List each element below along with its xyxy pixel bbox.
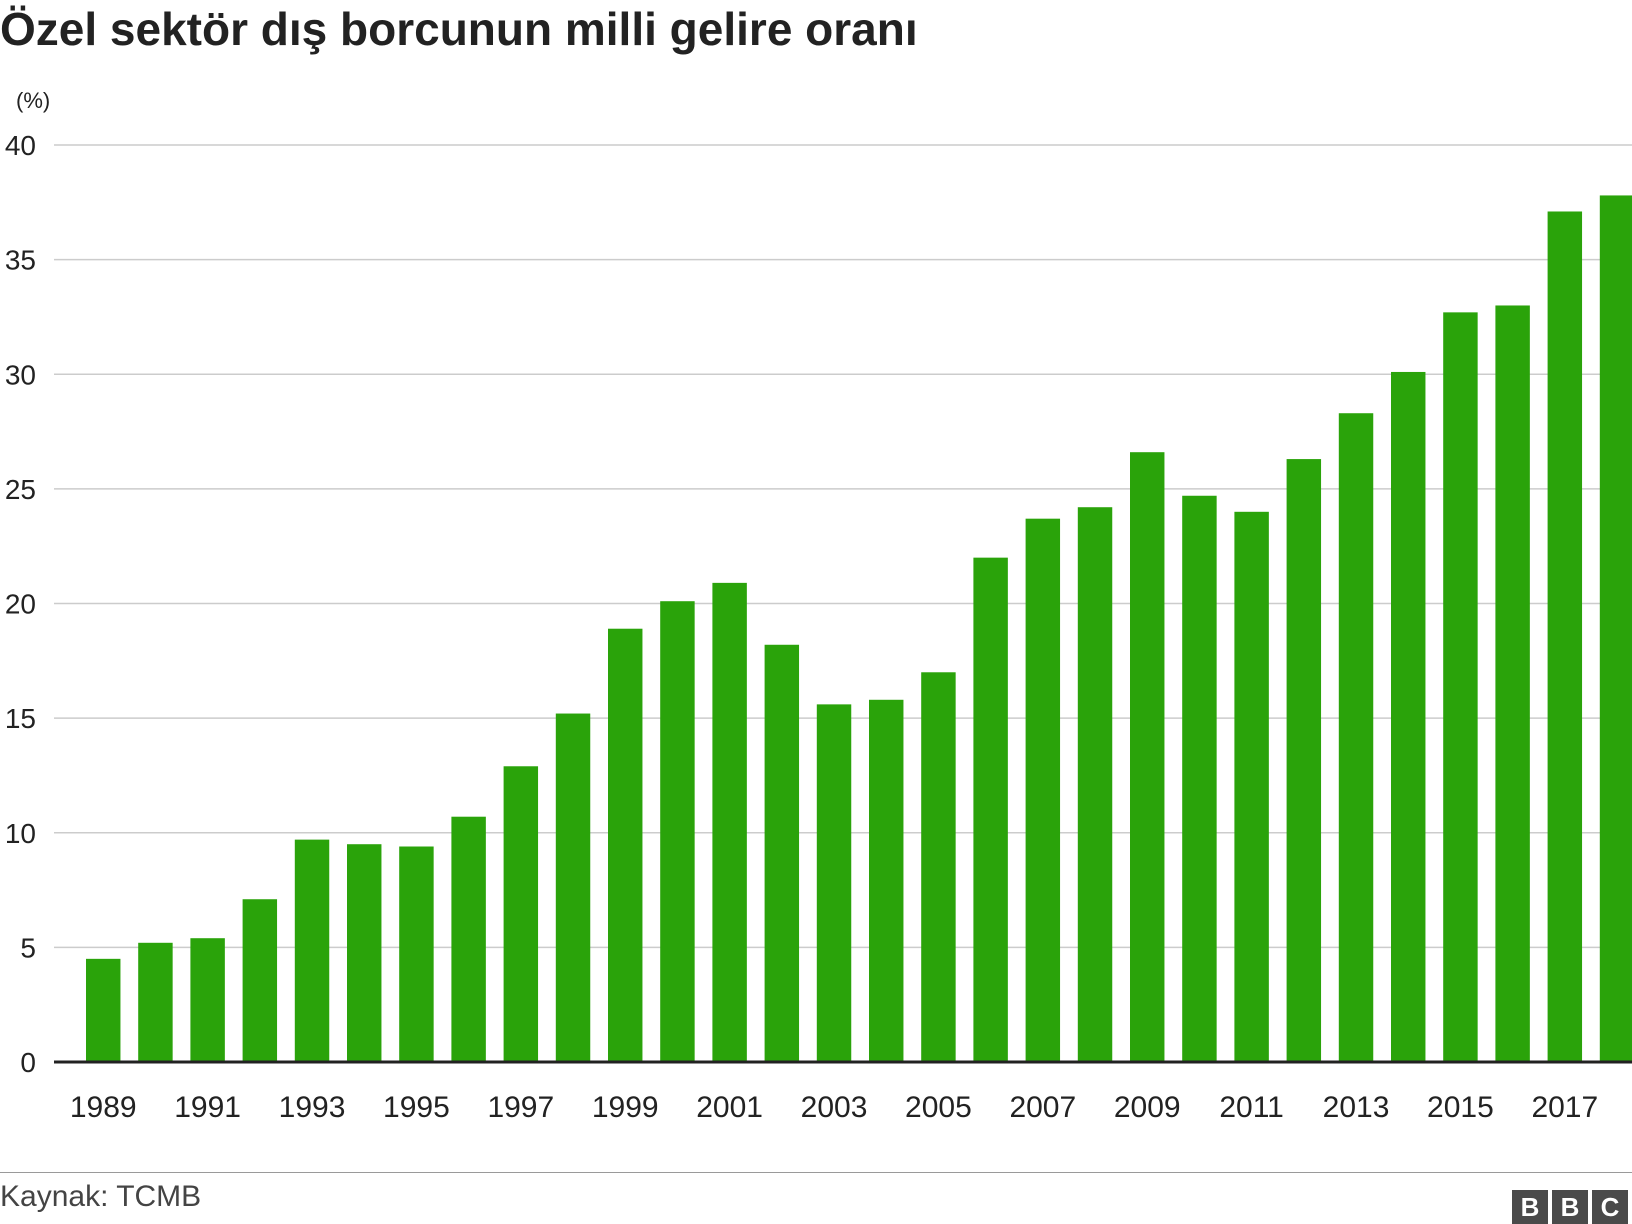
bar <box>1391 371 1426 1062</box>
bar <box>1234 511 1269 1062</box>
bar <box>921 672 956 1062</box>
bar <box>1547 211 1583 1063</box>
bar <box>555 713 591 1062</box>
x-tick-label: 2003 <box>801 1091 868 1124</box>
x-tick-label: 2017 <box>1531 1091 1598 1124</box>
x-tick-label: 1989 <box>70 1091 137 1124</box>
x-tick-label: 1993 <box>279 1091 346 1124</box>
y-tick-label: 25 <box>5 474 36 505</box>
x-tick-label: 2013 <box>1323 1091 1390 1124</box>
x-tick-label: 2011 <box>1219 1091 1284 1124</box>
y-tick-label: 5 <box>20 932 36 963</box>
bbc-logo: B B C <box>1512 1190 1628 1224</box>
bar <box>660 601 695 1062</box>
bar <box>294 839 330 1062</box>
bar <box>1286 459 1322 1062</box>
bar <box>138 942 173 1062</box>
x-tick-label: 1997 <box>487 1091 554 1124</box>
bar-chart: 0 5 10 15 20 25 30 35 40 1989 1991 1993 1995 1997 199… <box>5 130 1632 1124</box>
x-axis-ticks: 1989 1991 1993 1995 1997 1999 2001 2003 2005 2007… <box>70 1091 1598 1124</box>
bar <box>712 582 747 1062</box>
bar <box>503 766 539 1062</box>
logo-letter: C <box>1592 1190 1628 1224</box>
bar <box>816 704 852 1062</box>
bar <box>451 816 486 1062</box>
x-tick-label: 2005 <box>905 1091 972 1124</box>
bar <box>764 644 800 1062</box>
x-tick-label: 2015 <box>1427 1091 1494 1124</box>
bar <box>1443 312 1478 1062</box>
x-tick-label: 2007 <box>1009 1091 1076 1124</box>
bar <box>1182 495 1217 1062</box>
bar <box>86 958 121 1062</box>
logo-letter: B <box>1552 1190 1588 1224</box>
x-tick-label: 1991 <box>174 1091 241 1124</box>
bar <box>190 938 225 1062</box>
x-tick-label: 2009 <box>1114 1091 1181 1124</box>
bar <box>242 899 278 1062</box>
bar <box>1338 413 1374 1062</box>
y-axis-ticks: 0 5 10 15 20 25 30 35 40 <box>5 130 36 1078</box>
y-tick-label: 20 <box>5 589 36 620</box>
x-tick-label: 1995 <box>383 1091 450 1124</box>
chart-title: Özel sektör dış borcunun milli gelire or… <box>0 3 918 55</box>
bar <box>1077 507 1113 1063</box>
bar <box>973 557 1008 1062</box>
y-tick-label: 30 <box>5 359 36 390</box>
logo-letter: B <box>1512 1190 1548 1224</box>
bar <box>1025 518 1061 1062</box>
x-tick-label: 1999 <box>592 1091 659 1124</box>
bar <box>399 846 434 1062</box>
footer-divider <box>0 1172 1632 1173</box>
y-tick-label: 0 <box>20 1047 36 1078</box>
bars <box>86 195 1632 1063</box>
bar <box>869 699 904 1062</box>
bar <box>608 628 643 1062</box>
y-tick-label: 35 <box>5 245 36 276</box>
x-tick-label: 2001 <box>696 1091 763 1124</box>
y-tick-label: 15 <box>5 703 36 734</box>
bar <box>1599 195 1632 1062</box>
y-axis-unit-label: (%) <box>16 88 51 113</box>
bar <box>347 844 382 1062</box>
y-tick-label: 40 <box>5 130 36 161</box>
y-tick-label: 10 <box>5 818 36 849</box>
source-note: Kaynak: TCMB <box>0 1180 202 1213</box>
bar <box>1495 305 1530 1063</box>
bar <box>1130 452 1165 1062</box>
